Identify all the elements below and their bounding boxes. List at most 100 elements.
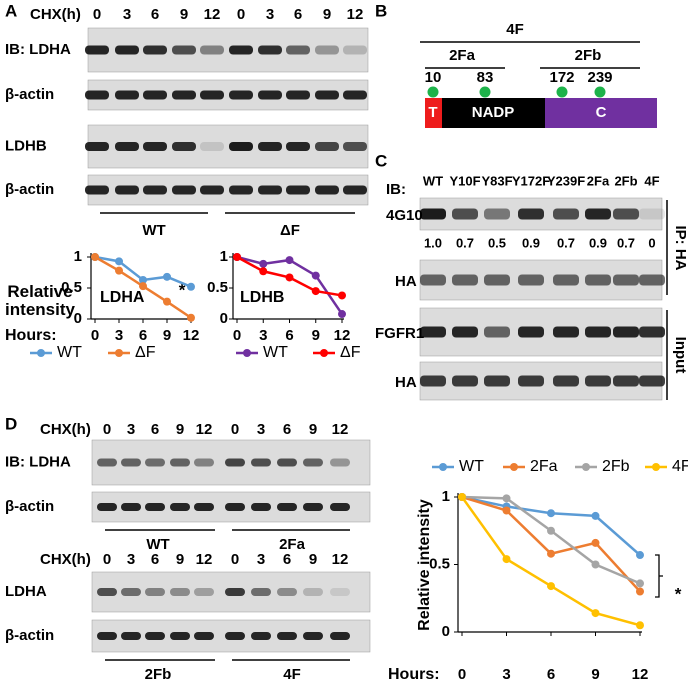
data-point	[502, 494, 511, 503]
blot-band	[286, 142, 310, 151]
data-point	[636, 579, 644, 588]
data-point	[163, 297, 171, 306]
blot-band	[258, 90, 282, 100]
time-label: 6	[151, 421, 159, 438]
significance-bracket	[655, 554, 663, 598]
legend-marker	[37, 349, 45, 357]
domain	[545, 98, 657, 128]
data-point	[187, 313, 195, 322]
y-tick-label: 0.5	[207, 279, 228, 296]
time-label: 0	[103, 551, 111, 568]
blot-band	[251, 588, 271, 596]
y-tick-label: 0.5	[61, 279, 82, 296]
row-label: β-actin	[5, 627, 54, 644]
blot-band	[315, 45, 339, 55]
time-label: 0	[231, 421, 239, 438]
blot-band	[286, 90, 310, 100]
lane-label: WT	[423, 173, 443, 188]
row-label: 4G10	[386, 207, 423, 224]
x-tick-label: 12	[334, 327, 351, 344]
y-tick-label: 1	[442, 488, 450, 505]
blot-band	[194, 503, 214, 511]
blot-band	[229, 45, 253, 55]
blot-band	[613, 326, 639, 338]
blot-band	[115, 45, 139, 55]
blot-band	[225, 503, 245, 511]
blot-band	[229, 142, 253, 151]
blot-band	[97, 632, 117, 640]
blot-band	[330, 632, 350, 640]
x-axis-label: Hours:	[5, 327, 57, 344]
blot-band	[85, 90, 109, 100]
blot-band	[172, 185, 196, 195]
blot-band	[613, 208, 639, 220]
blot-band	[639, 274, 665, 286]
data-point	[547, 549, 555, 558]
blot-band	[229, 90, 253, 100]
blot-band	[277, 632, 297, 640]
side-label: IP: HA	[672, 226, 688, 271]
blot-band	[143, 45, 167, 55]
data-point	[233, 253, 241, 261]
y-tick-label: 0	[442, 623, 450, 640]
data-point	[115, 257, 123, 266]
time-label: 0	[93, 6, 101, 23]
blot-band	[170, 632, 190, 640]
blot-band	[145, 503, 165, 511]
y-axis-label: Relative intensity	[416, 499, 433, 631]
y-tick-label: 1	[220, 248, 228, 265]
blot-band	[143, 142, 167, 151]
data-point	[338, 291, 346, 300]
blot-band	[145, 588, 165, 596]
blot-band	[194, 458, 214, 467]
blot-band	[420, 208, 446, 220]
time-label: 6	[151, 551, 159, 568]
time-label: 3	[123, 6, 131, 23]
data-point	[91, 253, 99, 261]
data-point	[502, 506, 511, 515]
legend-label: WT	[459, 458, 484, 475]
blot-band	[303, 503, 323, 511]
blot-band	[286, 45, 310, 55]
blot-band	[143, 90, 167, 100]
time-label: 3	[266, 6, 274, 23]
y-tick-label: 1	[74, 248, 82, 265]
group-label: WT	[142, 222, 165, 239]
time-label: 12	[332, 421, 349, 438]
domain	[442, 98, 545, 128]
row-label: LDHB	[5, 137, 47, 154]
time-label: 6	[151, 6, 159, 23]
legend-marker	[439, 463, 447, 471]
group-label: 4F	[283, 666, 301, 683]
data-point	[187, 282, 195, 291]
blot-band	[315, 185, 339, 195]
time-label: 6	[283, 551, 291, 568]
x-tick-label: 12	[183, 327, 200, 344]
blot-band	[639, 208, 665, 220]
data-point	[591, 609, 600, 618]
blot-band	[343, 45, 367, 55]
blot-band	[172, 45, 196, 55]
blot-band	[484, 274, 510, 286]
site-label: 83	[477, 69, 494, 86]
blot-band	[330, 588, 350, 596]
blot-band	[613, 375, 639, 387]
x-tick-label: 0	[91, 327, 99, 344]
data-point	[502, 555, 511, 564]
lane-label: Y83F	[481, 173, 512, 188]
data-point	[139, 282, 147, 291]
blot-band	[229, 185, 253, 195]
site-dot	[594, 86, 606, 98]
blot-band	[420, 326, 446, 338]
blot-band	[420, 375, 446, 387]
legend-label: 2Fa	[530, 458, 558, 475]
data-point	[285, 273, 294, 282]
blot-band	[452, 326, 478, 338]
lane-label: 2Fb	[614, 173, 637, 188]
blot-band	[200, 142, 224, 151]
y-tick-label: 0	[220, 310, 228, 327]
blot-band	[613, 274, 639, 286]
site-label: 172	[549, 69, 574, 86]
blot-band	[200, 185, 224, 195]
